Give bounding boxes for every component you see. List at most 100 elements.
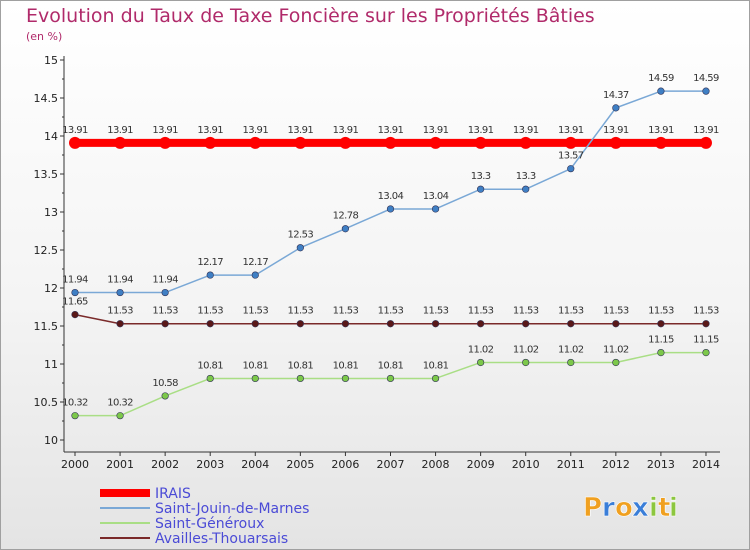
data-point [161,392,169,400]
data-point [609,136,622,149]
data-point [567,165,575,173]
data-point [386,205,395,213]
data-point [249,136,262,149]
data-point [474,136,487,149]
data-label: 13.91 [693,125,719,136]
data-point [567,358,575,367]
data-point [114,136,127,149]
data-point [71,311,79,319]
y-tick-label: 14 [44,130,58,143]
data-label: 14.37 [603,90,629,101]
data-label: 11.53 [152,306,178,317]
data-point [386,374,395,383]
x-tick-label: 2004 [241,458,269,471]
data-label: 13.91 [197,125,223,136]
data-label: 11.94 [107,275,133,286]
data-point [657,87,665,95]
data-label: 13.91 [333,125,359,136]
data-label: 11.15 [693,335,719,346]
data-label: 10.58 [152,378,178,389]
data-label: 10.32 [62,398,88,409]
x-tick-label: 2014 [692,458,720,471]
data-point [612,320,620,328]
data-point [71,412,79,420]
logo-letter: t [658,493,670,523]
data-label: 13.91 [152,125,178,136]
data-label: 13.91 [603,125,629,136]
data-label: 11.53 [693,306,719,317]
data-label: 11.53 [242,306,268,317]
data-point [206,271,214,279]
data-label: 11.94 [152,275,178,286]
data-point [69,136,81,149]
x-tick-label: 2009 [467,458,495,471]
x-tick-label: 2002 [151,458,179,471]
data-label: 13.91 [107,125,133,136]
data-label: 12.17 [197,257,223,268]
data-point [477,358,485,367]
data-label: 11.53 [513,306,539,317]
data-label: 11.15 [648,335,674,346]
x-tick-label: 2005 [286,458,314,471]
data-point [204,136,217,149]
data-label: 10.81 [423,360,449,371]
data-point [341,225,350,233]
data-point [296,244,304,252]
data-point [384,136,397,149]
data-label: 11.53 [378,306,404,317]
data-label: 13.91 [288,125,314,136]
y-tick-label: 14.5 [34,92,59,105]
data-point [431,320,440,328]
x-tick-label: 2003 [196,458,224,471]
data-point [251,271,259,279]
x-tick-label: 2008 [422,458,450,471]
data-label: 13.91 [423,125,449,136]
data-point [161,288,169,297]
y-tick-label: 15 [44,54,58,67]
data-label: 13.91 [378,125,404,136]
logo-letter: x [632,493,649,523]
data-label: 13.04 [378,191,404,202]
logo-letter: r [602,493,615,523]
data-label: 11.02 [468,344,494,355]
data-point [522,185,530,193]
data-labels-layer: 13.91 13.91 13.91 13.91 13.91 13.91 13.91 13.91… [62,73,719,409]
y-tick-label: 11 [44,358,58,371]
data-point [567,320,575,328]
data-point [296,320,304,328]
data-label: 11.53 [468,306,494,317]
logo-letter: i [669,493,678,523]
data-label: 13.04 [423,191,449,202]
axes: 10 10.5 11 11.5 12 12.5 13 13.5 14 14.5 15 2000 2001… [34,54,720,471]
data-point [519,136,532,149]
x-tick-label: 2012 [602,458,630,471]
data-point [386,320,395,328]
y-tick-label: 12.5 [34,244,59,257]
data-label: 10.81 [333,360,359,371]
x-tick-label: 2010 [512,458,540,471]
y-tick-label: 10.5 [34,396,59,409]
data-point [116,412,124,420]
series-layer [69,87,712,420]
data-label: 10.32 [107,398,133,409]
data-point [522,358,530,367]
chart-subtitle: (en %) [26,30,62,43]
data-point [699,136,712,149]
data-label: 11.53 [558,306,584,317]
legend-label: Saint-Jouin-de-Marnes [155,501,309,517]
x-tick-label: 2001 [106,458,134,471]
y-tick-label: 10 [44,434,58,447]
data-point [251,320,259,328]
data-point [702,87,710,95]
data-point [206,374,214,383]
y-tick-label: 13.5 [34,168,59,181]
data-label: 11.94 [62,275,88,286]
legend-label: Saint-Généroux [155,516,264,532]
logo-letter: o [615,493,633,523]
data-label: 13.91 [468,125,494,136]
x-tick-label: 2006 [331,458,359,471]
legend-label: Availles-Thouarsais [155,531,288,547]
data-label: 13.91 [242,125,268,136]
